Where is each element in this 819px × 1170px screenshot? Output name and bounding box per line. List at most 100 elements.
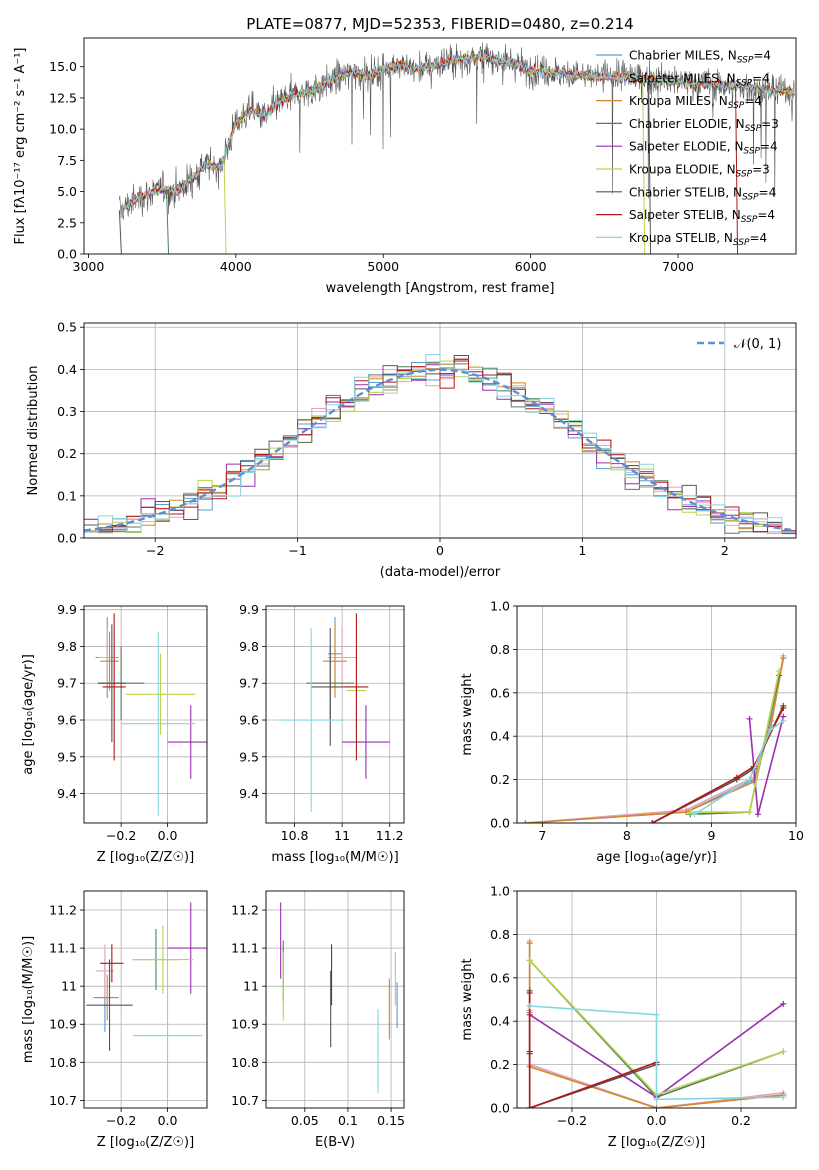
y-tick-label: 11 — [61, 979, 77, 994]
y-tick-label: 11.2 — [49, 903, 77, 918]
y-axis-label: mass weight — [460, 673, 475, 755]
x-tick-label: 0.0 — [158, 1113, 178, 1128]
plot-area — [526, 937, 787, 1108]
legend-label: Salpeter MILES, NSSP=4 — [629, 71, 770, 88]
x-tick-label: 9 — [707, 828, 715, 843]
x-tick-label: 3000 — [73, 259, 105, 274]
y-tick-label: 0.0 — [490, 816, 510, 831]
y-tick-label: 0.4 — [490, 729, 510, 744]
x-axis-label: E(B-V) — [315, 1135, 355, 1150]
y-tick-label: 0.4 — [490, 1014, 510, 1029]
x-axis-label: Z [log₁₀(Z/Z☉)] — [608, 1135, 705, 1150]
legend-label: Chabrier MILES, NSSP=4 — [629, 49, 771, 66]
y-tick-label: 11.1 — [49, 941, 77, 956]
y-tick-label: 9.5 — [57, 749, 77, 764]
x-tick-label: 0 — [436, 543, 444, 558]
y-tick-label: 9.6 — [57, 713, 77, 728]
chart-spectrum: 3000 4000 5000 6000 7000 0.0 2.5 5.0 7.5 10.0 12.5… — [13, 37, 797, 296]
x-tick-label: 11 — [334, 828, 350, 843]
y-tick-label: 10.9 — [49, 1017, 77, 1032]
legend-label: Chabrier STELIB, NSSP=4 — [629, 185, 776, 202]
histogram-8 — [84, 354, 796, 533]
x-tick-label: 0.15 — [377, 1113, 405, 1128]
x-axis-label: Z [log₁₀(Z/Z☉)] — [97, 850, 194, 865]
x-tick-label: 0.05 — [291, 1113, 319, 1128]
plot-area — [86, 902, 207, 1101]
y-tick-label: 0.5 — [57, 320, 77, 335]
x-tick-label: 0.2 — [731, 1113, 751, 1128]
legend-label: Salpeter ELODIE, NSSP=4 — [629, 140, 778, 157]
spectrum-edge-5 — [642, 78, 646, 254]
x-tick-label: 7000 — [662, 259, 694, 274]
y-tick-label: 0.8 — [490, 927, 510, 942]
x-tick-label: 4000 — [220, 259, 252, 274]
legend: Chabrier MILES, NSSP=4 Salpeter MILES, NS… — [596, 49, 779, 248]
x-tick-label: 10 — [788, 828, 804, 843]
legend-label: Kroupa STELIB, NSSP=4 — [629, 231, 767, 248]
y-tick-label: 9.5 — [239, 749, 259, 764]
y-tick-label: 9.8 — [239, 639, 259, 654]
x-axis-label: age [log₁₀(age/yr)] — [596, 850, 717, 865]
spectrum-edge-3 — [166, 189, 170, 254]
y-tick-label: 10.7 — [231, 1093, 259, 1108]
y-tick-label: 0.4 — [57, 362, 77, 377]
y-tick-label: 0.3 — [57, 404, 77, 419]
chart-ebv-mass: 0.05 0.1 0.15 10.7 10.8 10.9 11 11.1 11.2 E(B-V) — [231, 890, 405, 1150]
spectrum-line-8 — [121, 53, 795, 212]
axes-frame — [265, 605, 405, 824]
y-tick-label: 9.9 — [239, 602, 259, 617]
y-tick-label: 9.7 — [57, 676, 77, 691]
y-tick-label: 0.0 — [57, 247, 77, 262]
plot-area — [118, 42, 795, 254]
weight-line-7 — [528, 993, 657, 1108]
x-tick-label: 10.8 — [281, 828, 309, 843]
y-tick-label: 1.0 — [490, 599, 510, 614]
y-tick-label: 11.2 — [231, 903, 259, 918]
weight-line-2 — [525, 657, 785, 823]
y-axis-label: mass [log₁₀(M/M☉)] — [21, 936, 36, 1063]
weight-line-0 — [525, 657, 785, 823]
y-tick-label: 0.2 — [490, 772, 510, 787]
axes-frame — [83, 605, 208, 824]
chart-age-weight: 7 8 9 10 0.0 0.2 0.4 0.6 0.8 1.0 age [log₁₀(age/yr… — [460, 599, 804, 866]
x-tick-label: 0.1 — [338, 1113, 358, 1128]
axes-frame — [516, 890, 797, 1109]
axes-frame — [516, 605, 797, 824]
x-tick-label: 8 — [623, 828, 631, 843]
axes-frame — [265, 890, 405, 1109]
y-tick-label: 9.8 — [57, 639, 77, 654]
y-tick-label: 0.1 — [57, 488, 77, 503]
legend-label: Salpeter STELIB, NSSP=4 — [629, 208, 775, 225]
x-tick-label: 7 — [538, 828, 546, 843]
y-tick-label: 10.7 — [49, 1093, 77, 1108]
y-tick-label: 9.4 — [57, 786, 77, 801]
x-tick-label: 0.0 — [158, 828, 178, 843]
y-tick-label: 0.6 — [490, 685, 510, 700]
x-tick-label: 11.2 — [376, 828, 404, 843]
y-tick-label: 15.0 — [49, 59, 77, 74]
y-axis-label: mass weight — [460, 958, 475, 1040]
spectrum-edge-6 — [648, 79, 652, 254]
plot-area — [277, 613, 390, 812]
legend-label: Chabrier ELODIE, NSSP=3 — [629, 117, 779, 134]
figure-title: PLATE=0877, MJD=52353, FIBERID=0480, z=0… — [246, 15, 633, 33]
weight-line-8 — [694, 720, 784, 815]
y-tick-label: 9.7 — [239, 676, 259, 691]
y-tick-label: 0.0 — [57, 531, 77, 546]
y-tick-label: 9.6 — [239, 713, 259, 728]
x-tick-label: −0.2 — [106, 1113, 136, 1128]
y-tick-label: 10.0 — [49, 122, 77, 137]
x-tick-label: 1 — [578, 543, 586, 558]
chart-z-weight: −0.2 0.0 0.2 0.0 0.2 0.4 0.6 0.8 1.0 Z [log₁₀(Z/Z… — [460, 884, 797, 1150]
y-axis-label: Flux [fλ10⁻¹⁷ erg cm⁻² s⁻¹ A⁻¹] — [13, 48, 28, 245]
y-tick-label: 10.9 — [231, 1017, 259, 1032]
y-tick-label: 2.5 — [57, 215, 77, 230]
spectrum-edge-6 — [118, 210, 122, 254]
plot-area — [84, 354, 796, 535]
chart-z-mass: −0.2 0.0 10.7 10.8 10.9 11 11.1 11.2 Z [log₁₀(Z/… — [21, 890, 208, 1150]
x-tick-label: 2 — [721, 543, 729, 558]
axes-frame — [83, 890, 208, 1109]
spectrum-edge-5 — [223, 157, 227, 254]
plot-area — [522, 652, 787, 823]
